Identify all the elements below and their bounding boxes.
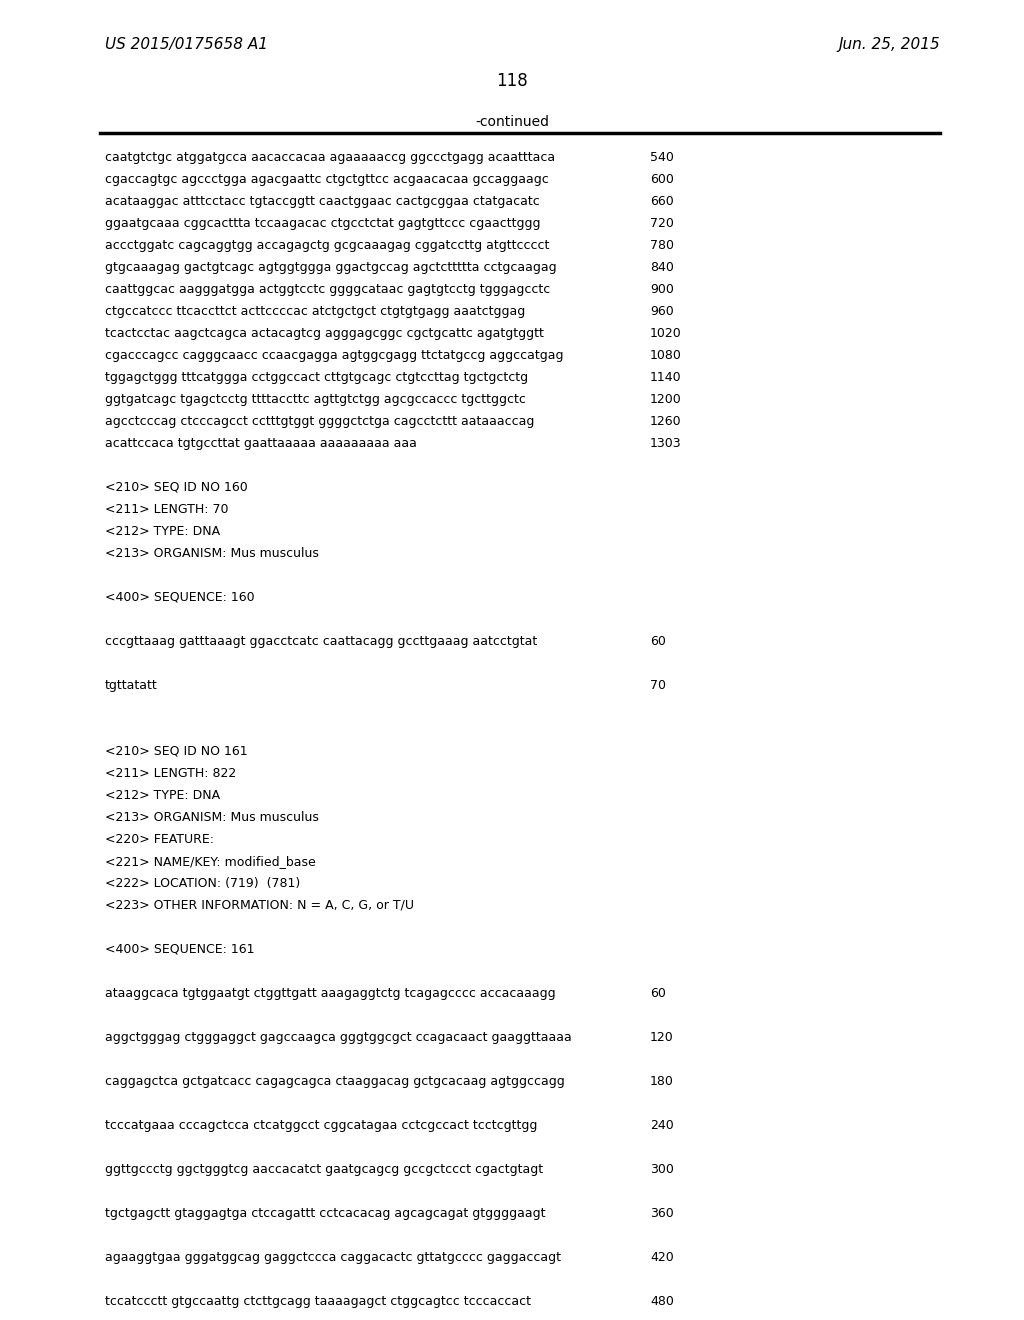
Text: 120: 120	[650, 1031, 674, 1044]
Text: agaaggtgaa gggatggcag gaggctccca caggacactc gttatgcccc gaggaccagt: agaaggtgaa gggatggcag gaggctccca caggaca…	[105, 1251, 561, 1265]
Text: tcactcctac aagctcagca actacagtcg agggagcggc cgctgcattc agatgtggtt: tcactcctac aagctcagca actacagtcg agggagc…	[105, 327, 544, 341]
Text: tggagctggg tttcatggga cctggccact cttgtgcagc ctgtccttag tgctgctctg: tggagctggg tttcatggga cctggccact cttgtgc…	[105, 371, 528, 384]
Text: 660: 660	[650, 195, 674, 209]
Text: tgctgagctt gtaggagtga ctccagattt cctcacacag agcagcagat gtggggaagt: tgctgagctt gtaggagtga ctccagattt cctcaca…	[105, 1206, 546, 1220]
Text: <213> ORGANISM: Mus musculus: <213> ORGANISM: Mus musculus	[105, 546, 318, 560]
Text: 180: 180	[650, 1074, 674, 1088]
Text: <210> SEQ ID NO 161: <210> SEQ ID NO 161	[105, 744, 248, 758]
Text: 360: 360	[650, 1206, 674, 1220]
Text: <212> TYPE: DNA: <212> TYPE: DNA	[105, 525, 220, 539]
Text: gtgcaaagag gactgtcagc agtggtggga ggactgccag agctcttttta cctgcaagag: gtgcaaagag gactgtcagc agtggtggga ggactgc…	[105, 261, 557, 275]
Text: ggtgatcagc tgagctcctg ttttaccttc agttgtctgg agcgccaccc tgcttggctc: ggtgatcagc tgagctcctg ttttaccttc agttgtc…	[105, 393, 526, 407]
Text: 780: 780	[650, 239, 674, 252]
Text: US 2015/0175658 A1: US 2015/0175658 A1	[105, 37, 268, 51]
Text: 540: 540	[650, 150, 674, 164]
Text: <211> LENGTH: 70: <211> LENGTH: 70	[105, 503, 228, 516]
Text: cgaccagtgc agccctgga agacgaattc ctgctgttcc acgaacacaa gccaggaagc: cgaccagtgc agccctgga agacgaattc ctgctgtt…	[105, 173, 549, 186]
Text: 600: 600	[650, 173, 674, 186]
Text: aggctgggag ctgggaggct gagccaagca gggtggcgct ccagacaact gaaggttaaaa: aggctgggag ctgggaggct gagccaagca gggtggc…	[105, 1031, 571, 1044]
Text: 60: 60	[650, 987, 666, 1001]
Text: tcccatgaaa cccagctcca ctcatggcct cggcatagaa cctcgccact tcctcgttgg: tcccatgaaa cccagctcca ctcatggcct cggcata…	[105, 1119, 538, 1133]
Text: 1260: 1260	[650, 414, 682, 428]
Text: <211> LENGTH: 822: <211> LENGTH: 822	[105, 767, 237, 780]
Text: acattccaca tgtgccttat gaattaaaaa aaaaaaaaa aaa: acattccaca tgtgccttat gaattaaaaa aaaaaaa…	[105, 437, 417, 450]
Text: 480: 480	[650, 1295, 674, 1308]
Text: 420: 420	[650, 1251, 674, 1265]
Text: <400> SEQUENCE: 161: <400> SEQUENCE: 161	[105, 942, 255, 956]
Text: 1080: 1080	[650, 348, 682, 362]
Text: cccgttaaag gatttaaagt ggacctcatc caattacagg gccttgaaag aatcctgtat: cccgttaaag gatttaaagt ggacctcatc caattac…	[105, 635, 538, 648]
Text: caatgtctgc atggatgcca aacaccacaa agaaaaaccg ggccctgagg acaatttaca: caatgtctgc atggatgcca aacaccacaa agaaaaa…	[105, 150, 555, 164]
Text: tgttatatt: tgttatatt	[105, 678, 158, 692]
Text: 1140: 1140	[650, 371, 682, 384]
Text: 1020: 1020	[650, 327, 682, 341]
Text: acataaggac atttcctacc tgtaccggtt caactggaac cactgcggaa ctatgacatc: acataaggac atttcctacc tgtaccggtt caactgg…	[105, 195, 540, 209]
Text: <221> NAME/KEY: modified_base: <221> NAME/KEY: modified_base	[105, 855, 315, 869]
Text: <213> ORGANISM: Mus musculus: <213> ORGANISM: Mus musculus	[105, 810, 318, 824]
Text: 1303: 1303	[650, 437, 682, 450]
Text: caggagctca gctgatcacc cagagcagca ctaaggacag gctgcacaag agtggccagg: caggagctca gctgatcacc cagagcagca ctaagga…	[105, 1074, 565, 1088]
Text: 720: 720	[650, 216, 674, 230]
Text: ataaggcaca tgtggaatgt ctggttgatt aaagaggtctg tcagagcccc accacaaagg: ataaggcaca tgtggaatgt ctggttgatt aaagagg…	[105, 987, 556, 1001]
Text: cgacccagcc cagggcaacc ccaacgagga agtggcgagg ttctatgccg aggccatgag: cgacccagcc cagggcaacc ccaacgagga agtggcg…	[105, 348, 563, 362]
Text: ctgccatccc ttcaccttct acttccccac atctgctgct ctgtgtgagg aaatctggag: ctgccatccc ttcaccttct acttccccac atctgct…	[105, 305, 525, 318]
Text: <212> TYPE: DNA: <212> TYPE: DNA	[105, 789, 220, 803]
Text: 118: 118	[496, 73, 528, 90]
Text: 900: 900	[650, 282, 674, 296]
Text: -continued: -continued	[475, 115, 549, 129]
Text: 960: 960	[650, 305, 674, 318]
Text: 60: 60	[650, 635, 666, 648]
Text: tccatccctt gtgccaattg ctcttgcagg taaaagagct ctggcagtcc tcccaccact: tccatccctt gtgccaattg ctcttgcagg taaaaga…	[105, 1295, 531, 1308]
Text: ggttgccctg ggctgggtcg aaccacatct gaatgcagcg gccgctccct cgactgtagt: ggttgccctg ggctgggtcg aaccacatct gaatgca…	[105, 1163, 543, 1176]
Text: <400> SEQUENCE: 160: <400> SEQUENCE: 160	[105, 591, 255, 605]
Text: 70: 70	[650, 678, 666, 692]
Text: accctggatc cagcaggtgg accagagctg gcgcaaagag cggatccttg atgttcccct: accctggatc cagcaggtgg accagagctg gcgcaaa…	[105, 239, 549, 252]
Text: 1200: 1200	[650, 393, 682, 407]
Text: ggaatgcaaa cggcacttta tccaagacac ctgcctctat gagtgttccc cgaacttggg: ggaatgcaaa cggcacttta tccaagacac ctgcctc…	[105, 216, 541, 230]
Text: agcctcccag ctcccagcct cctttgtggt ggggctctga cagcctcttt aataaaccag: agcctcccag ctcccagcct cctttgtggt ggggctc…	[105, 414, 535, 428]
Text: 840: 840	[650, 261, 674, 275]
Text: 300: 300	[650, 1163, 674, 1176]
Text: <220> FEATURE:: <220> FEATURE:	[105, 833, 214, 846]
Text: 240: 240	[650, 1119, 674, 1133]
Text: <210> SEQ ID NO 160: <210> SEQ ID NO 160	[105, 480, 248, 494]
Text: <223> OTHER INFORMATION: N = A, C, G, or T/U: <223> OTHER INFORMATION: N = A, C, G, or…	[105, 899, 414, 912]
Text: <222> LOCATION: (719)  (781): <222> LOCATION: (719) (781)	[105, 876, 300, 890]
Text: Jun. 25, 2015: Jun. 25, 2015	[839, 37, 940, 51]
Text: caattggcac aagggatgga actggtcctc ggggcataac gagtgtcctg tgggagcctc: caattggcac aagggatgga actggtcctc ggggcat…	[105, 282, 550, 296]
